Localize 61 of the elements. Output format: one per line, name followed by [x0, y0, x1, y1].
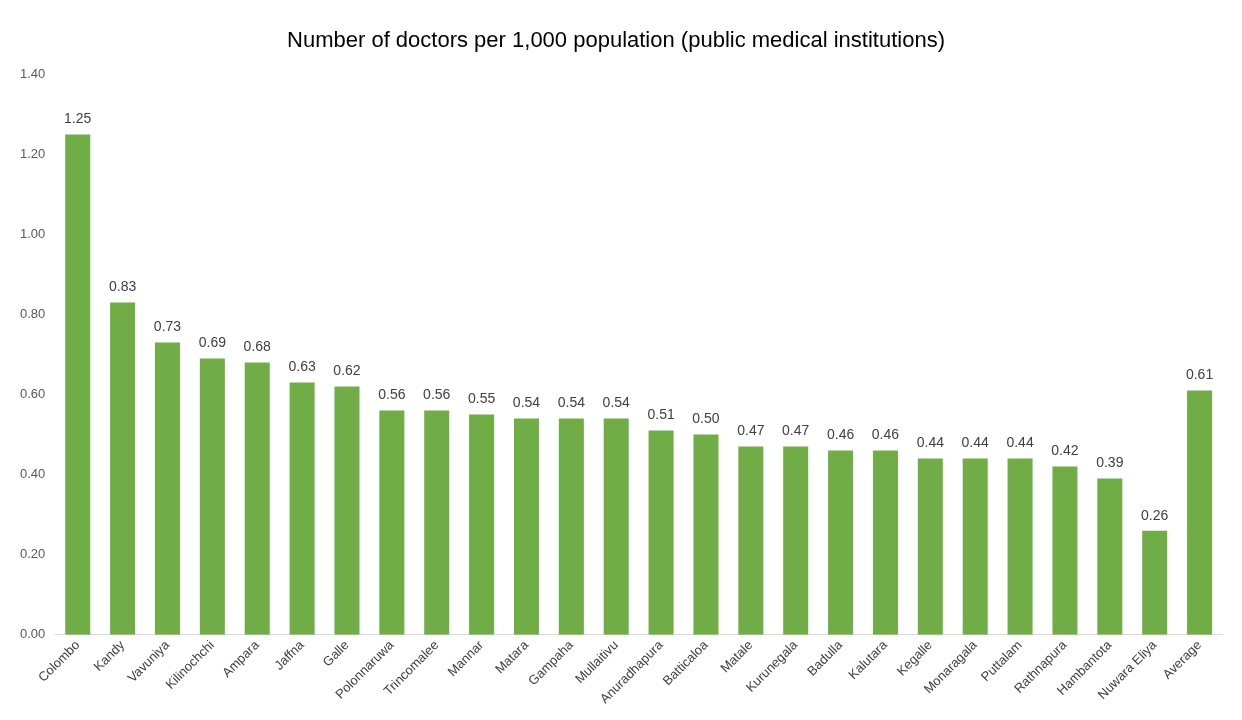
- y-tick-label: 1.40: [19, 65, 46, 81]
- bar: [693, 434, 719, 635]
- data-label: 0.54: [512, 394, 541, 411]
- data-label: 0.83: [108, 278, 137, 295]
- bar: [379, 410, 405, 635]
- data-label: 0.55: [467, 390, 496, 407]
- data-label: 0.50: [692, 410, 720, 427]
- bar: [65, 134, 91, 635]
- data-label: 0.63: [288, 358, 316, 375]
- data-label: 0.69: [198, 334, 227, 351]
- data-label: 0.46: [826, 426, 855, 443]
- data-label: 0.62: [333, 362, 361, 379]
- data-label: 0.44: [1006, 434, 1034, 451]
- data-label: 0.42: [1051, 442, 1079, 459]
- y-tick-label: 0.40: [19, 466, 46, 482]
- data-label: 0.61: [1185, 366, 1214, 383]
- bar: [558, 418, 584, 635]
- bar: [199, 358, 225, 635]
- data-label: 0.56: [378, 386, 406, 403]
- bar: [334, 386, 360, 635]
- bar: [424, 410, 450, 635]
- data-label: 0.47: [737, 422, 765, 439]
- y-tick-label: 1.20: [19, 146, 46, 162]
- data-label: 0.47: [782, 422, 810, 439]
- bar: [648, 430, 674, 635]
- data-label: 0.54: [602, 394, 631, 411]
- bar: [1007, 458, 1033, 635]
- y-tick-label: 0.60: [19, 386, 46, 402]
- data-label: 0.54: [557, 394, 586, 411]
- data-label: 0.26: [1141, 506, 1169, 523]
- data-label: 0.51: [647, 406, 675, 423]
- y-tick-label: 1.00: [19, 226, 46, 242]
- bar: [872, 450, 898, 635]
- bar: [1187, 390, 1213, 635]
- bar: [783, 446, 809, 635]
- chart-title: Number of doctors per 1,000 population (public medical institutions): [287, 27, 945, 53]
- bar: [244, 362, 270, 635]
- bar: [1052, 466, 1078, 635]
- bar: [828, 450, 854, 635]
- data-label: 0.44: [961, 434, 990, 451]
- y-tick-label: 0.00: [19, 626, 46, 642]
- y-tick-label: 0.80: [19, 306, 46, 322]
- data-label: 0.44: [916, 434, 945, 451]
- bar: [603, 418, 629, 635]
- bar: [917, 458, 943, 635]
- data-label: 0.56: [423, 386, 451, 403]
- bar: [289, 382, 315, 635]
- bar: [962, 458, 988, 635]
- bar: [1142, 530, 1168, 635]
- bar: [738, 446, 764, 635]
- y-tick-label: 0.20: [19, 546, 46, 562]
- data-label: 0.46: [871, 426, 900, 443]
- bar: [469, 414, 495, 635]
- bar: [513, 418, 539, 635]
- bar: [110, 302, 136, 635]
- bar: [154, 342, 180, 635]
- data-label: 0.73: [153, 318, 182, 335]
- data-label: 0.68: [243, 338, 272, 355]
- bar: [1097, 478, 1123, 635]
- data-label: 1.25: [64, 110, 92, 127]
- data-label: 0.39: [1096, 454, 1124, 471]
